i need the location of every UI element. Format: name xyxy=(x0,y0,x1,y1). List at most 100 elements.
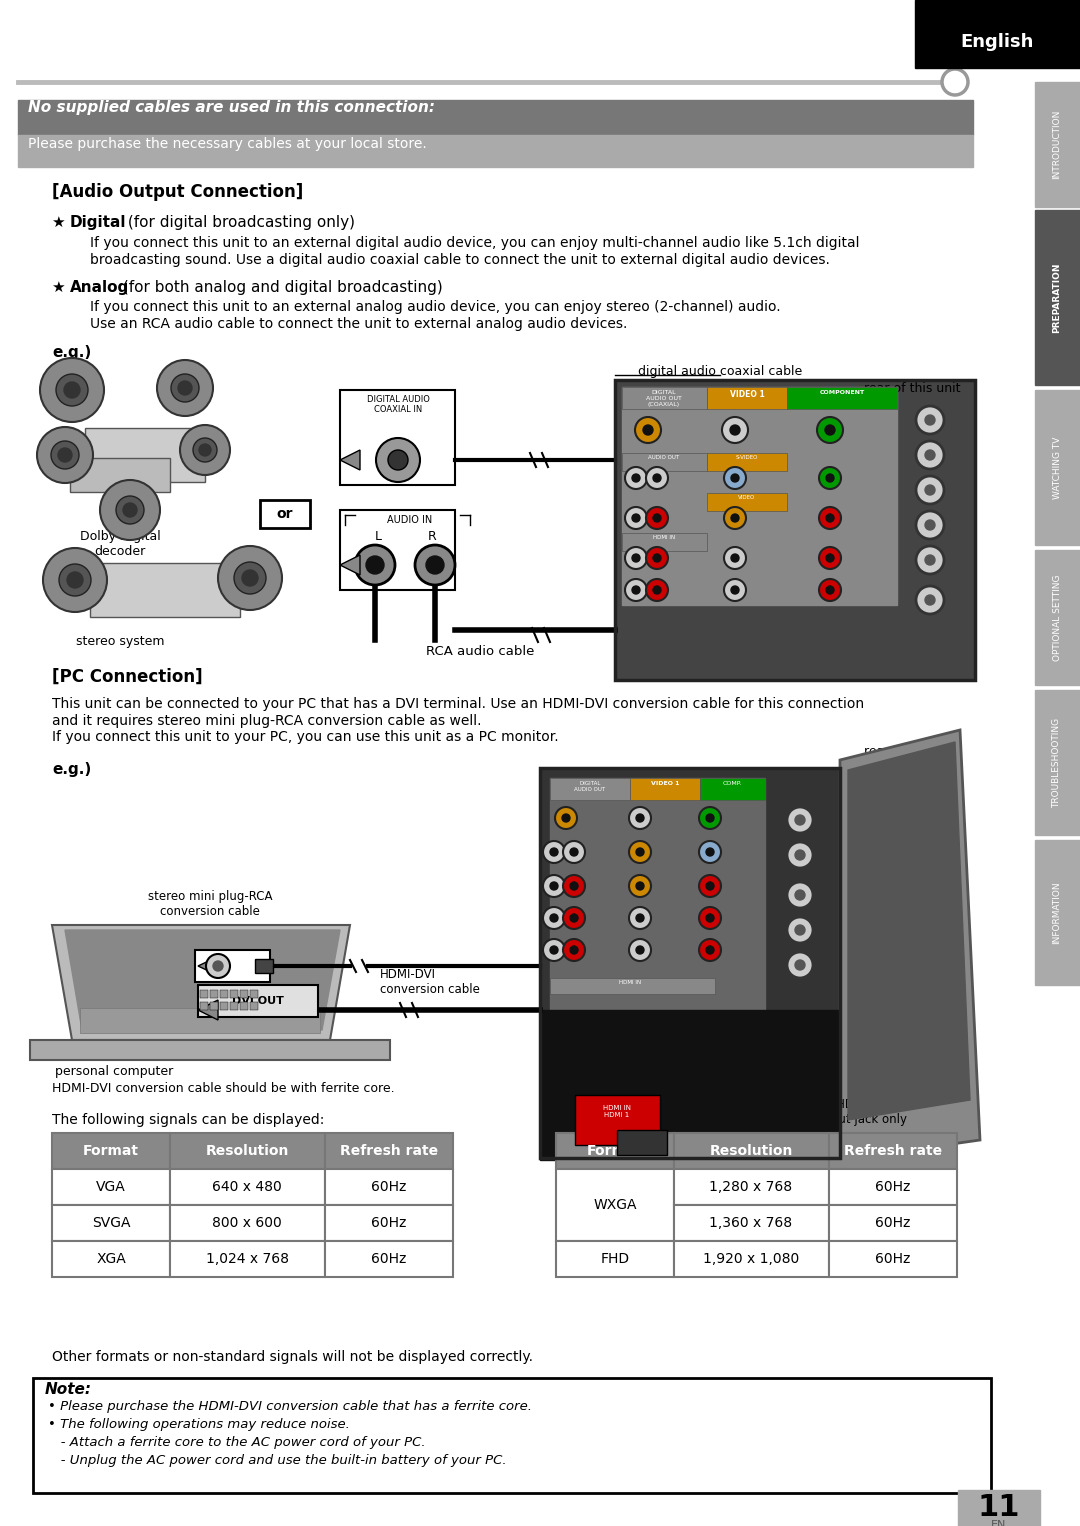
Text: If you connect this unit to your PC, you can use this unit as a PC monitor.: If you connect this unit to your PC, you… xyxy=(52,729,558,745)
Text: If you connect this unit to an external digital audio device, you can enjoy mult: If you connect this unit to an external … xyxy=(90,237,860,250)
Text: S-VIDEO: S-VIDEO xyxy=(735,455,758,459)
Circle shape xyxy=(415,545,455,584)
Text: Digital: Digital xyxy=(70,215,126,230)
Text: [Audio Output Connection]: [Audio Output Connection] xyxy=(52,183,303,201)
Bar xyxy=(325,1132,453,1169)
Text: AUDIO OUT: AUDIO OUT xyxy=(648,455,679,459)
Circle shape xyxy=(916,511,944,539)
Circle shape xyxy=(795,890,805,900)
Bar xyxy=(52,1132,170,1169)
Circle shape xyxy=(924,595,935,604)
Bar xyxy=(240,990,248,998)
Bar xyxy=(958,1489,1040,1526)
Circle shape xyxy=(59,565,91,597)
Circle shape xyxy=(731,475,739,482)
Polygon shape xyxy=(340,555,360,575)
Bar xyxy=(622,388,897,604)
Text: COMPONENT: COMPONENT xyxy=(820,391,865,395)
Circle shape xyxy=(653,475,661,482)
Circle shape xyxy=(816,417,843,443)
Text: stereo system: stereo system xyxy=(76,635,164,649)
Polygon shape xyxy=(198,1000,218,1019)
Text: FHD: FHD xyxy=(600,1251,630,1267)
Text: To HDMI1
input jack only: To HDMI1 input jack only xyxy=(820,1099,907,1126)
Text: Dolby Digital
decoder: Dolby Digital decoder xyxy=(80,530,160,559)
Text: EN: EN xyxy=(991,1520,1007,1526)
Circle shape xyxy=(787,807,813,833)
Text: broadcasting sound. Use a digital audio coaxial cable to connect the unit to ext: broadcasting sound. Use a digital audio … xyxy=(90,253,829,267)
Circle shape xyxy=(924,520,935,530)
Circle shape xyxy=(543,906,565,929)
Bar xyxy=(230,1003,238,1010)
Circle shape xyxy=(819,546,841,569)
Bar xyxy=(575,1096,660,1144)
Bar xyxy=(1035,82,1080,208)
Bar xyxy=(540,768,840,1158)
Text: DIGITAL AUDIO
COAXIAL IN: DIGITAL AUDIO COAXIAL IN xyxy=(366,395,430,415)
Circle shape xyxy=(699,874,721,897)
Bar xyxy=(249,990,258,998)
Bar xyxy=(18,101,973,134)
Circle shape xyxy=(64,382,80,398)
Text: ★: ★ xyxy=(52,215,71,230)
Bar xyxy=(340,510,455,591)
Bar xyxy=(1035,549,1080,685)
Polygon shape xyxy=(198,958,215,974)
Bar xyxy=(1035,391,1080,545)
Circle shape xyxy=(646,546,669,569)
Text: 1,920 x 1,080: 1,920 x 1,080 xyxy=(703,1251,799,1267)
Circle shape xyxy=(916,586,944,613)
Circle shape xyxy=(819,578,841,601)
Circle shape xyxy=(646,578,669,601)
Text: WATCHING TV: WATCHING TV xyxy=(1053,436,1062,499)
Bar xyxy=(30,1041,390,1061)
Bar xyxy=(550,978,715,993)
Circle shape xyxy=(636,914,644,922)
Circle shape xyxy=(723,417,748,443)
Text: COMP.: COMP. xyxy=(723,781,742,786)
Circle shape xyxy=(636,848,644,856)
Text: VIDEO 1: VIDEO 1 xyxy=(651,781,679,786)
Circle shape xyxy=(116,496,144,523)
Text: e.g.): e.g.) xyxy=(52,761,91,777)
Text: DIGITAL
AUDIO OUT
(COAXIAL): DIGITAL AUDIO OUT (COAXIAL) xyxy=(646,391,681,406)
Circle shape xyxy=(629,906,651,929)
Bar xyxy=(829,1169,957,1206)
Text: HDMI IN: HDMI IN xyxy=(619,980,642,984)
Circle shape xyxy=(100,481,160,540)
Bar xyxy=(210,990,218,998)
Text: Resolution: Resolution xyxy=(205,1144,288,1158)
Circle shape xyxy=(916,406,944,433)
Circle shape xyxy=(819,507,841,530)
Circle shape xyxy=(563,874,585,897)
Bar xyxy=(674,1206,829,1241)
Circle shape xyxy=(67,572,83,588)
Text: 60Hz: 60Hz xyxy=(875,1216,910,1230)
Circle shape xyxy=(157,360,213,417)
Bar xyxy=(325,1241,453,1277)
Bar xyxy=(622,388,707,409)
Text: 1,280 x 768: 1,280 x 768 xyxy=(710,1180,793,1193)
Circle shape xyxy=(550,946,558,954)
Text: DIGITAL
AUDIO OUT: DIGITAL AUDIO OUT xyxy=(575,781,606,792)
Bar xyxy=(170,1206,325,1241)
Circle shape xyxy=(916,441,944,468)
Text: 800 x 600: 800 x 600 xyxy=(212,1216,282,1230)
Text: XGA: XGA xyxy=(96,1251,126,1267)
Circle shape xyxy=(916,476,944,504)
Circle shape xyxy=(646,507,669,530)
Circle shape xyxy=(706,813,714,823)
Text: - Unplug the AC power cord and use the built-in battery of your PC.: - Unplug the AC power cord and use the b… xyxy=(48,1454,507,1466)
Text: • Please purchase the HDMI-DVI conversion cable that has a ferrite core.: • Please purchase the HDMI-DVI conversio… xyxy=(48,1399,532,1413)
Circle shape xyxy=(563,938,585,961)
Bar xyxy=(240,1003,248,1010)
Text: INFORMATION: INFORMATION xyxy=(1053,881,1062,943)
Circle shape xyxy=(632,514,640,522)
Circle shape xyxy=(826,514,834,522)
Bar xyxy=(200,1003,208,1010)
Text: [PC Connection]: [PC Connection] xyxy=(52,668,203,687)
Text: 60Hz: 60Hz xyxy=(875,1251,910,1267)
Text: HDMI IN: HDMI IN xyxy=(653,536,675,540)
Text: Format: Format xyxy=(588,1144,643,1158)
Circle shape xyxy=(795,925,805,935)
